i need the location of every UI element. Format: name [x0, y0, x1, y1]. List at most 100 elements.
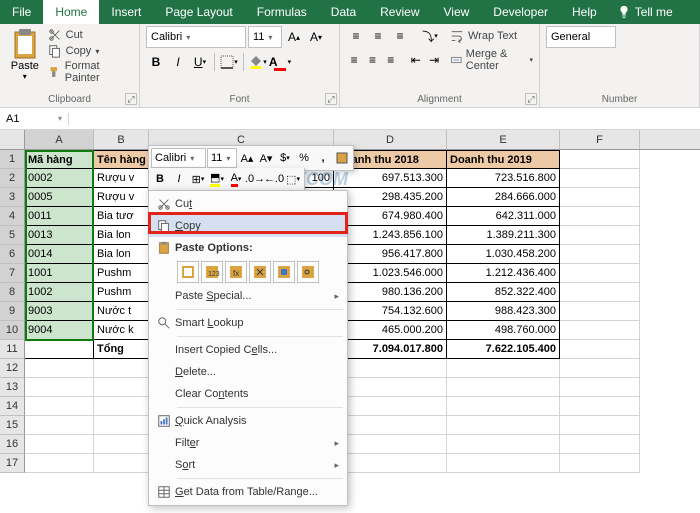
- cell[interactable]: [560, 435, 640, 454]
- cm-copy[interactable]: Copy: [149, 215, 347, 237]
- mini-increase-font[interactable]: A▴: [238, 149, 256, 167]
- cell[interactable]: 7.622.105.400: [447, 340, 560, 359]
- cell[interactable]: [94, 397, 149, 416]
- cell[interactable]: [94, 378, 149, 397]
- row-header[interactable]: 14: [0, 397, 25, 416]
- cell[interactable]: Mã hàng: [25, 150, 94, 169]
- clipboard-launcher[interactable]: ⤢: [125, 93, 137, 105]
- cell[interactable]: [25, 340, 94, 359]
- cell[interactable]: [94, 435, 149, 454]
- cell[interactable]: [560, 397, 640, 416]
- tab-help[interactable]: Help: [560, 0, 609, 24]
- cell[interactable]: 298.435.200: [334, 188, 447, 207]
- font-color-button[interactable]: A▾: [270, 52, 290, 72]
- paste-option-link[interactable]: [297, 261, 319, 283]
- cell[interactable]: 642.311.000: [447, 207, 560, 226]
- paste-option-formulas[interactable]: fx: [225, 261, 247, 283]
- row-header[interactable]: 12: [0, 359, 25, 378]
- align-bottom-button[interactable]: ≡: [390, 26, 410, 46]
- cell[interactable]: [560, 264, 640, 283]
- cell[interactable]: [560, 207, 640, 226]
- increase-indent-button[interactable]: ⇥: [426, 50, 442, 70]
- cell[interactable]: 723.516.800: [447, 169, 560, 188]
- cell[interactable]: 1002: [25, 283, 94, 302]
- paste-option-formatting[interactable]: [273, 261, 295, 283]
- cell[interactable]: 988.423.300: [447, 302, 560, 321]
- cell[interactable]: [94, 454, 149, 473]
- cell[interactable]: [560, 416, 640, 435]
- row-header[interactable]: 5: [0, 226, 25, 245]
- decrease-indent-button[interactable]: ⇤: [408, 50, 424, 70]
- align-right-button[interactable]: ≡: [383, 50, 399, 70]
- alignment-launcher[interactable]: ⤢: [525, 93, 537, 105]
- row-header[interactable]: 16: [0, 435, 25, 454]
- mini-format-cells[interactable]: [333, 149, 351, 167]
- mini-italic[interactable]: I: [170, 170, 188, 188]
- cell[interactable]: [25, 435, 94, 454]
- cell[interactable]: [560, 340, 640, 359]
- italic-button[interactable]: I: [168, 52, 188, 72]
- cell[interactable]: Tổng: [94, 340, 149, 359]
- cell[interactable]: [334, 416, 447, 435]
- paste-dropdown-icon[interactable]: ▾: [23, 72, 27, 81]
- row-header[interactable]: 9: [0, 302, 25, 321]
- cell[interactable]: Pushm: [94, 283, 149, 302]
- cell[interactable]: [94, 359, 149, 378]
- col-header-b[interactable]: B: [94, 130, 149, 149]
- tab-data[interactable]: Data: [319, 0, 368, 24]
- mini-font-name[interactable]: Calibri▾: [151, 148, 206, 168]
- cell[interactable]: 498.760.000: [447, 321, 560, 340]
- cell[interactable]: [447, 454, 560, 473]
- row-header[interactable]: 17: [0, 454, 25, 473]
- cell[interactable]: [560, 378, 640, 397]
- mini-percent-format[interactable]: %: [295, 149, 313, 167]
- tab-formulas[interactable]: Formulas: [245, 0, 319, 24]
- paste-option-all[interactable]: [177, 261, 199, 283]
- tell-me[interactable]: Tell me: [617, 0, 673, 24]
- cell[interactable]: 1.023.546.000: [334, 264, 447, 283]
- col-header-a[interactable]: A: [25, 130, 94, 149]
- font-name-dropdown[interactable]: Calibri▾: [146, 26, 246, 48]
- tab-file[interactable]: File: [0, 0, 43, 24]
- cut-button[interactable]: Cut: [48, 28, 133, 42]
- cell[interactable]: Bia tươ: [94, 207, 149, 226]
- mini-accounting-format[interactable]: $▾: [276, 149, 294, 167]
- cell[interactable]: 852.322.400: [447, 283, 560, 302]
- tab-page-layout[interactable]: Page Layout: [153, 0, 244, 24]
- cell[interactable]: [560, 302, 640, 321]
- mini-decrease-decimal[interactable]: ←.0: [265, 170, 283, 188]
- align-top-button[interactable]: ≡: [346, 26, 366, 46]
- cell[interactable]: 1.389.211.300: [447, 226, 560, 245]
- row-header[interactable]: 6: [0, 245, 25, 264]
- cell[interactable]: [560, 321, 640, 340]
- cell[interactable]: 9003: [25, 302, 94, 321]
- row-header[interactable]: 11: [0, 340, 25, 359]
- cell[interactable]: 674.980.400: [334, 207, 447, 226]
- cell[interactable]: [447, 359, 560, 378]
- cell[interactable]: [94, 416, 149, 435]
- cell[interactable]: Nước k: [94, 321, 149, 340]
- increase-font-button[interactable]: A▴: [284, 27, 304, 47]
- cm-paste-special[interactable]: Paste Special...▸: [149, 285, 347, 307]
- cm-delete[interactable]: Delete...: [149, 361, 347, 383]
- mini-border[interactable]: ⊞▾: [189, 170, 207, 188]
- cell[interactable]: [560, 245, 640, 264]
- row-header[interactable]: 10: [0, 321, 25, 340]
- align-left-button[interactable]: ≡: [346, 50, 362, 70]
- paste-option-values[interactable]: 123: [201, 261, 223, 283]
- cell[interactable]: [25, 378, 94, 397]
- mini-font-color[interactable]: A▾: [227, 170, 245, 188]
- align-middle-button[interactable]: ≡: [368, 26, 388, 46]
- mini-fill-color[interactable]: ⬒▾: [208, 170, 226, 188]
- row-header[interactable]: 15: [0, 416, 25, 435]
- cell[interactable]: Pushm: [94, 264, 149, 283]
- cm-quick-analysis[interactable]: Quick Analysis: [149, 410, 347, 432]
- paste-icon[interactable]: [11, 28, 39, 60]
- mini-comma-format[interactable]: ,: [314, 149, 332, 167]
- cell[interactable]: [447, 435, 560, 454]
- cell[interactable]: [560, 283, 640, 302]
- cell[interactable]: [25, 359, 94, 378]
- border-button[interactable]: ▾: [219, 52, 239, 72]
- col-header-f[interactable]: F: [560, 130, 640, 149]
- row-header[interactable]: 3: [0, 188, 25, 207]
